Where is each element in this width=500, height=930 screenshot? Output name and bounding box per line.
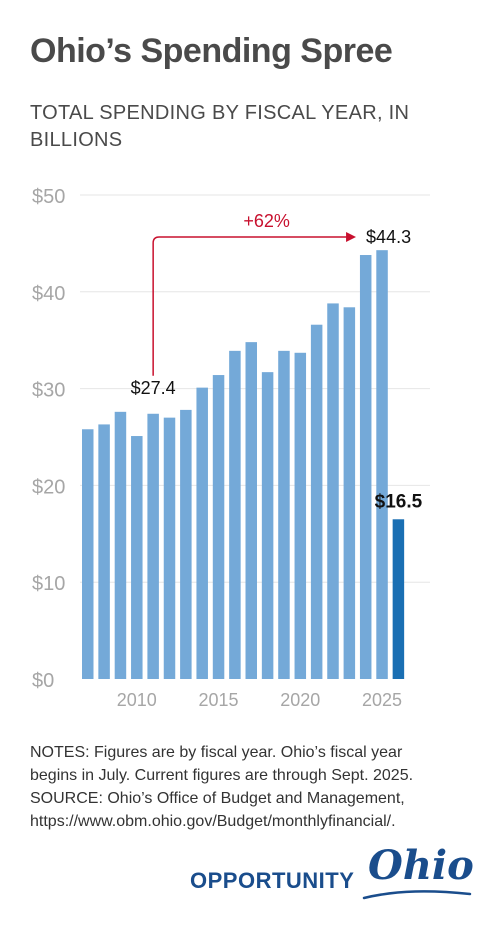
source-url: https://www.obm.ohio.gov/Budget/monthlyf… <box>30 813 396 830</box>
end-value-label: $44.3 <box>366 227 411 247</box>
growth-arrow <box>152 232 357 376</box>
brand-script: Ohio <box>368 842 474 889</box>
bar <box>98 424 110 679</box>
bar <box>114 411 127 679</box>
x-tick-label: 2015 <box>199 690 239 710</box>
chart-notes: NOTES: Figures are by fiscal year. Ohio’… <box>30 741 480 833</box>
start-value-label: $27.4 <box>131 378 176 398</box>
bar <box>327 303 339 679</box>
x-tick-label: 2025 <box>362 690 402 710</box>
bar <box>278 350 290 679</box>
brand-wordmark: OPPORTUNITY <box>190 868 355 893</box>
y-tick-label: $40 <box>32 283 65 305</box>
bar <box>359 255 372 679</box>
bar <box>229 350 241 679</box>
chart-title: Ohio’s Spending Spree <box>30 32 393 70</box>
bar <box>212 375 225 679</box>
x-tick-label: 2010 <box>117 690 157 710</box>
bar <box>131 436 143 679</box>
x-tick-label: 2020 <box>280 690 320 710</box>
bar <box>294 352 307 679</box>
bar <box>180 409 192 679</box>
current-value-label: $16.5 <box>375 491 423 512</box>
y-tick-label: $10 <box>32 573 65 595</box>
y-tick-label: $50 <box>32 186 65 208</box>
y-tick-label: $0 <box>32 670 54 692</box>
brand-swoosh-icon <box>362 890 472 900</box>
bar <box>163 417 176 679</box>
bar <box>310 324 323 679</box>
chart-subtitle: TOTAL SPENDING BY FISCAL YEAR, IN BILLIO… <box>30 102 410 151</box>
bar <box>392 519 405 679</box>
y-tick-label: $20 <box>32 476 65 498</box>
spending-bar-chart: $0 $10 $20 $30 $40 $50 2010 2015 2020 2025 +62% $2… <box>32 186 430 710</box>
bar <box>196 387 208 679</box>
notes-line: begins in July. Current figures are thro… <box>30 767 414 784</box>
bar <box>261 372 274 679</box>
y-tick-label: $30 <box>32 380 65 402</box>
bar <box>343 307 356 679</box>
source-line: SOURCE: Ohio’s Office of Budget and Mana… <box>30 790 405 807</box>
growth-percent-label: +62% <box>243 211 290 231</box>
bar <box>376 250 388 679</box>
bar <box>82 429 94 679</box>
bar <box>147 413 159 679</box>
notes-line: NOTES: Figures are by fiscal year. Ohio’… <box>30 744 403 761</box>
bar <box>245 342 257 679</box>
